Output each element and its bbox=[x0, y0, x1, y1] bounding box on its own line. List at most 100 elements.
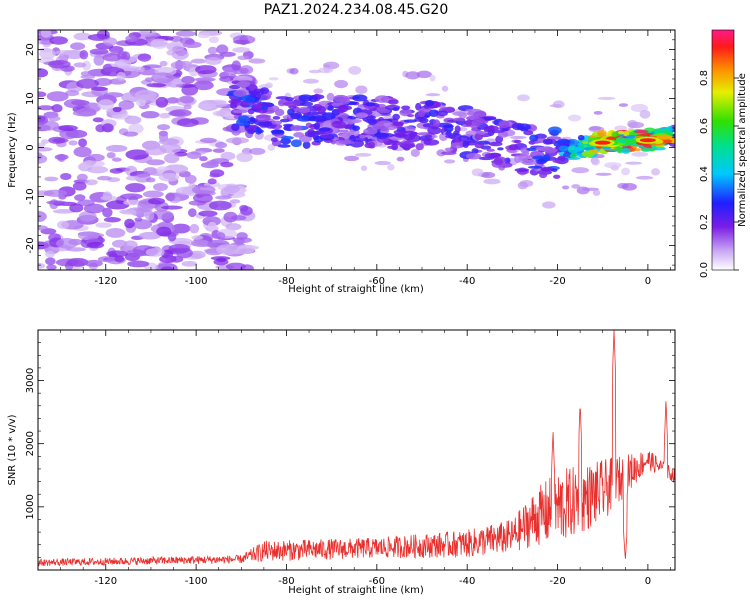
spectrogram-cell bbox=[79, 50, 89, 60]
spectrogram-cell bbox=[298, 94, 313, 102]
spectrogram-cell bbox=[541, 168, 551, 172]
spectrogram-cell bbox=[68, 140, 78, 146]
spectrogram-frame bbox=[37, 29, 676, 271]
spectrogram-cell bbox=[195, 65, 217, 75]
spectrogram-cell bbox=[95, 222, 112, 228]
spectrogram-cell bbox=[207, 46, 218, 55]
x-tick-label: -40 bbox=[459, 576, 475, 587]
spectrogram-cell bbox=[207, 178, 217, 185]
spectrogram-cell bbox=[161, 205, 183, 210]
spectrogram-cell bbox=[424, 99, 435, 107]
spectrogram-cell bbox=[52, 209, 75, 214]
spectrogram-cell bbox=[597, 129, 607, 137]
spectrogram-cell bbox=[93, 54, 105, 66]
spectrogram-cell bbox=[38, 142, 46, 148]
spectrogram-cell bbox=[634, 148, 641, 152]
spectrogram-cell bbox=[233, 39, 250, 45]
spectrogram-cell bbox=[170, 61, 187, 70]
spectrogram-cell bbox=[97, 99, 115, 110]
spectrogram-cell bbox=[46, 264, 57, 270]
spectrogram-cell bbox=[277, 101, 286, 107]
y-tick-label: 3000 bbox=[25, 368, 36, 393]
x-tick-label: -100 bbox=[185, 576, 208, 587]
spectrogram-cell bbox=[302, 141, 311, 149]
spectrogram-cell bbox=[159, 143, 182, 154]
spectrogram-cell bbox=[46, 91, 69, 102]
spectrogram-cell bbox=[483, 178, 501, 185]
spectrogram-cell bbox=[73, 62, 87, 68]
spectrogram-cell bbox=[122, 131, 139, 137]
spectrogram-cell bbox=[38, 262, 46, 269]
spectrogram-cell bbox=[215, 141, 228, 149]
spectrogram-cell bbox=[427, 126, 442, 135]
spectrogram-cell bbox=[569, 152, 577, 159]
colorbar-tick-label: 0.6 bbox=[699, 118, 710, 134]
spectrogram-cell bbox=[248, 117, 256, 125]
spectrogram-cell bbox=[225, 262, 246, 270]
spectrogram-cell bbox=[415, 102, 422, 111]
spectrogram-cell bbox=[199, 156, 208, 162]
spectrogram-cell bbox=[621, 167, 631, 176]
spectrogram-cell bbox=[236, 80, 251, 88]
spectrogram-cell bbox=[444, 106, 455, 113]
spectrogram-cell bbox=[593, 111, 603, 115]
spectrogram-cell bbox=[300, 101, 314, 107]
spectrogram-cell bbox=[60, 172, 72, 181]
spectrogram-cell bbox=[73, 32, 92, 41]
spectrogram-cell bbox=[472, 117, 486, 126]
x-tick-label: -100 bbox=[185, 276, 208, 287]
spectrogram-x-label: Height of straight line (km) bbox=[288, 284, 424, 295]
spectrogram-cell bbox=[547, 126, 562, 135]
spectrogram-cell bbox=[215, 232, 226, 240]
snr-panel: -120 -100 -80 -60 -40 -20 0 1000 2000 3000 Heigh… bbox=[7, 329, 676, 596]
spectrogram-cell bbox=[614, 125, 628, 132]
spectrogram-cell bbox=[167, 111, 187, 117]
spectrogram-cell bbox=[55, 258, 79, 267]
spectrogram-cell bbox=[542, 201, 556, 209]
spectrogram-cell bbox=[230, 98, 243, 106]
spectrogram-cell bbox=[49, 36, 68, 45]
spectrogram-cell bbox=[208, 36, 219, 44]
spectrogram-cell bbox=[558, 145, 570, 152]
spectrogram-cell bbox=[114, 59, 132, 69]
spectrogram-cell bbox=[40, 30, 52, 38]
spectrogram-cell bbox=[270, 137, 278, 143]
spectrogram-cell bbox=[165, 192, 176, 202]
y-tick-label: -10 bbox=[25, 188, 36, 204]
spectrogram-cell bbox=[223, 211, 238, 223]
spectrogram-cell bbox=[197, 32, 211, 39]
spectrogram-cell bbox=[259, 87, 270, 94]
spectrogram-cell bbox=[313, 122, 321, 131]
spectrogram-cell bbox=[308, 115, 316, 122]
spectrogram-cell bbox=[38, 154, 48, 164]
spectrogram-cell bbox=[127, 260, 150, 268]
spectrogram-cell bbox=[392, 107, 400, 112]
spectrogram-cell bbox=[591, 157, 601, 166]
spectrogram-cell bbox=[150, 38, 169, 49]
spectrogram-cell bbox=[484, 153, 495, 158]
spectrogram-cell bbox=[208, 200, 232, 211]
spectrogram-cell bbox=[108, 46, 124, 54]
spectrogram-cell bbox=[367, 118, 377, 126]
spectrogram-cell bbox=[72, 181, 87, 191]
spectrogram-cell bbox=[124, 115, 142, 125]
spectrogram-cell bbox=[125, 175, 140, 181]
spectrogram-cell bbox=[581, 150, 595, 158]
spectrogram-cell bbox=[318, 127, 331, 132]
colorbar: 0.0 0.2 0.4 0.6 0.8 Normalized spectral ampl… bbox=[699, 29, 748, 278]
spectrogram-cell bbox=[392, 141, 403, 146]
spectrogram-cell bbox=[140, 111, 160, 119]
spectrogram-cell bbox=[58, 125, 78, 132]
spectrogram-cell bbox=[128, 123, 144, 134]
spectrogram-cell bbox=[279, 118, 290, 123]
spectrogram-cell bbox=[621, 147, 631, 154]
colorbar-ticks: 0.0 0.2 0.4 0.6 0.8 bbox=[699, 70, 739, 278]
spectrogram-cell bbox=[428, 109, 439, 117]
spectrogram-cell bbox=[148, 197, 166, 205]
spectrogram-cell bbox=[327, 105, 334, 111]
spectrogram-cell bbox=[401, 105, 411, 110]
spectrogram-cell bbox=[72, 110, 97, 117]
spectrogram-cell bbox=[103, 217, 121, 223]
spectrogram-cell bbox=[138, 231, 162, 240]
spectrogram-cell bbox=[111, 157, 122, 162]
